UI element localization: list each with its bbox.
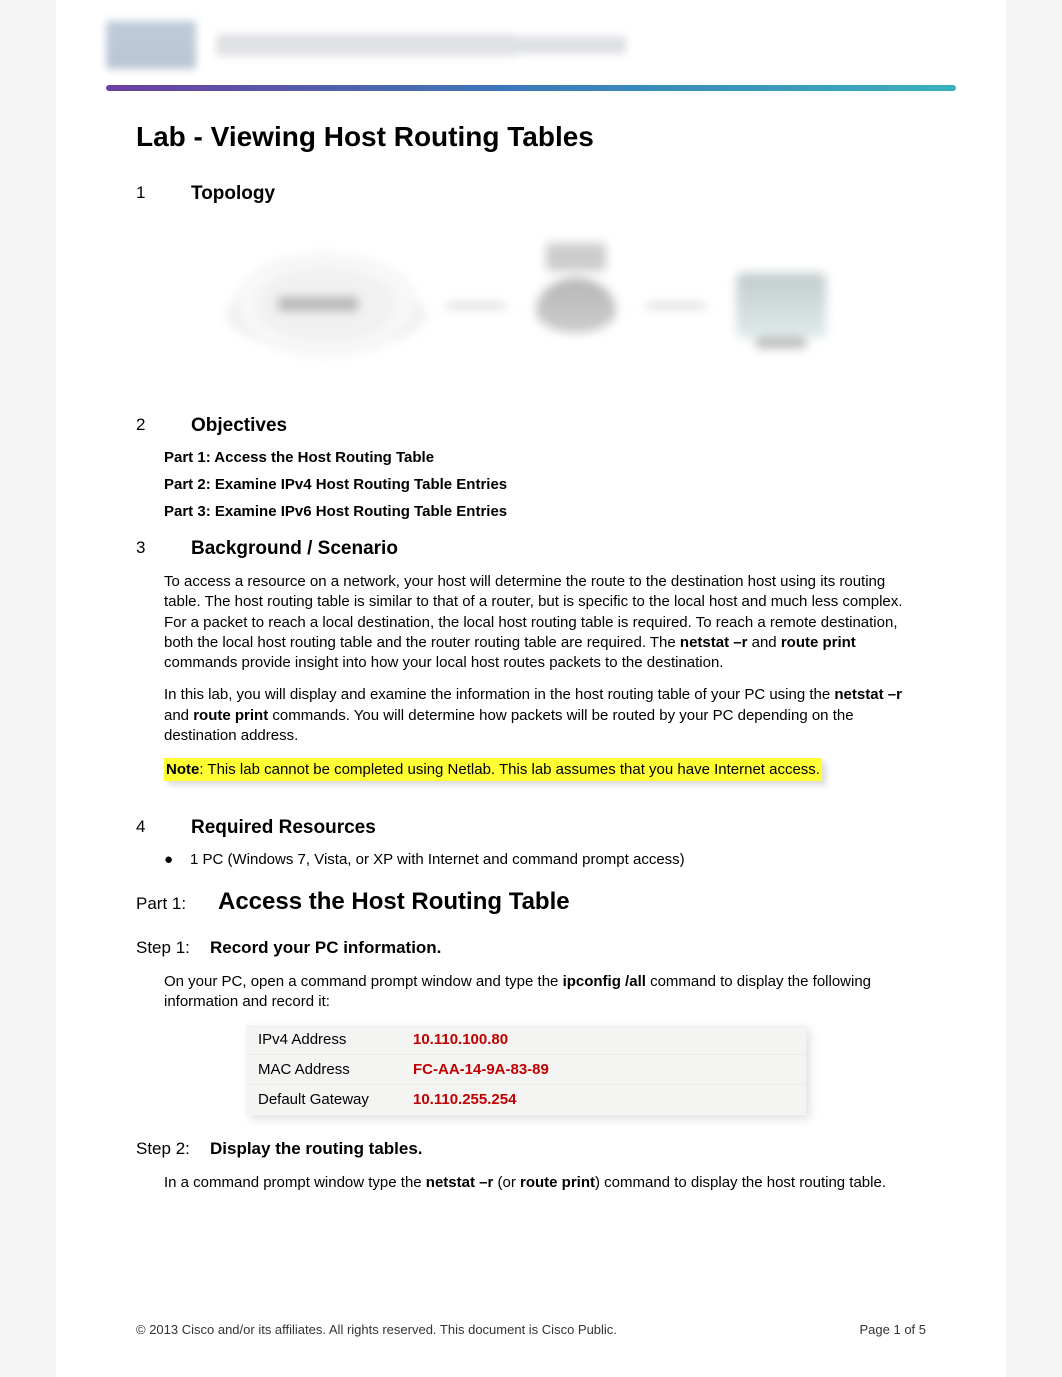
section-title: Background / Scenario	[191, 538, 398, 560]
step-2-heading: Step 2: Display the routing tables.	[136, 1139, 926, 1159]
info-value: FC-AA-14-9A-83-89	[401, 1054, 806, 1084]
part-label: Part 1:	[136, 894, 218, 914]
part-1-heading: Part 1: Access the Host Routing Table	[136, 888, 926, 916]
section-objectives-heading: 2 Objectives	[136, 415, 926, 437]
document-title: Lab - Viewing Host Routing Tables	[136, 121, 926, 153]
command-text: route print	[781, 634, 856, 651]
table-row: MAC Address FC-AA-14-9A-83-89	[246, 1054, 806, 1084]
footer-page-number: Page 1 of 5	[860, 1322, 927, 1337]
header-blurred	[106, 10, 956, 80]
pc-info-table: IPv4 Address 10.110.100.80 MAC Address F…	[246, 1025, 806, 1115]
topology-link	[646, 304, 706, 307]
section-title: Objectives	[191, 415, 287, 437]
command-text: netstat –r	[680, 634, 748, 651]
background-note-highlighted: Note: This lab cannot be completed using…	[164, 758, 822, 781]
text: (or	[493, 1174, 520, 1191]
footer-copyright: © 2013 Cisco and/or its affiliates. All …	[136, 1322, 617, 1337]
info-key: Default Gateway	[246, 1084, 401, 1114]
text: and	[164, 707, 193, 724]
info-value: 10.110.255.254	[401, 1084, 806, 1114]
topology-link	[446, 304, 506, 307]
section-required-heading: 4 Required Resources	[136, 817, 926, 839]
step-1-heading: Step 1: Record your PC information.	[136, 938, 926, 958]
step-title: Display the routing tables.	[210, 1139, 423, 1159]
objective-item: Part 1: Access the Host Routing Table	[164, 449, 926, 466]
section-number: 1	[136, 183, 191, 205]
command-text: netstat –r	[834, 686, 902, 703]
section-background-heading: 3 Background / Scenario	[136, 538, 926, 560]
objective-item: Part 2: Examine IPv4 Host Routing Table …	[164, 476, 926, 493]
command-text: route print	[520, 1174, 595, 1191]
note-text: : This lab cannot be completed using Net…	[199, 761, 820, 778]
step-2-paragraph: In a command prompt window type the nets…	[164, 1173, 926, 1193]
bullet-icon: ●	[164, 851, 190, 868]
text: commands. You will determine how packets…	[164, 707, 854, 744]
section-number: 4	[136, 817, 191, 839]
header-title-blurred	[216, 34, 516, 56]
document-content: Lab - Viewing Host Routing Tables 1 Topo…	[56, 91, 1006, 1193]
cisco-logo-blurred	[106, 21, 196, 69]
info-key: MAC Address	[246, 1054, 401, 1084]
text: ) command to display the host routing ta…	[595, 1174, 886, 1191]
background-paragraph-2: In this lab, you will display and examin…	[164, 685, 926, 746]
text: commands provide insight into how your l…	[164, 654, 723, 671]
section-topology-heading: 1 Topology	[136, 183, 926, 205]
objectives-list: Part 1: Access the Host Routing Table Pa…	[164, 449, 926, 520]
text: and	[747, 634, 780, 651]
required-resource-bullet: ● 1 PC (Windows 7, Vista, or XP with Int…	[164, 851, 926, 868]
header-right-blurred	[516, 36, 626, 54]
text: In a command prompt window type the	[164, 1174, 426, 1191]
note-highlight-wrapper: Note: This lab cannot be completed using…	[136, 758, 926, 799]
step-label: Step 2:	[136, 1139, 210, 1159]
topology-pc	[736, 273, 826, 338]
command-text: ipconfig /all	[563, 973, 646, 990]
text: On your PC, open a command prompt window…	[164, 973, 563, 990]
topology-internet-cloud	[236, 255, 416, 355]
command-text: route print	[193, 707, 268, 724]
command-text: netstat –r	[426, 1174, 494, 1191]
part-title: Access the Host Routing Table	[218, 888, 570, 916]
table-row: Default Gateway 10.110.255.254	[246, 1084, 806, 1114]
section-number: 3	[136, 538, 191, 560]
bullet-text: 1 PC (Windows 7, Vista, or XP with Inter…	[190, 851, 685, 868]
section-number: 2	[136, 415, 191, 437]
objective-item: Part 3: Examine IPv6 Host Routing Table …	[164, 503, 926, 520]
info-key: IPv4 Address	[246, 1025, 401, 1055]
section-title: Required Resources	[191, 817, 376, 839]
table-row: IPv4 Address 10.110.100.80	[246, 1025, 806, 1055]
step-1-paragraph: On your PC, open a command prompt window…	[164, 972, 926, 1013]
section-title: Topology	[191, 183, 275, 205]
document-page: Lab - Viewing Host Routing Tables 1 Topo…	[56, 0, 1006, 1377]
page-footer: © 2013 Cisco and/or its affiliates. All …	[136, 1322, 926, 1337]
background-paragraph-1: To access a resource on a network, your …	[164, 572, 926, 673]
info-value: 10.110.100.80	[401, 1025, 806, 1055]
topology-router	[536, 278, 616, 333]
note-label: Note	[166, 761, 199, 778]
step-title: Record your PC information.	[210, 938, 441, 958]
topology-diagram-blurred	[136, 225, 926, 385]
text: In this lab, you will display and examin…	[164, 686, 834, 703]
step-label: Step 1:	[136, 938, 210, 958]
